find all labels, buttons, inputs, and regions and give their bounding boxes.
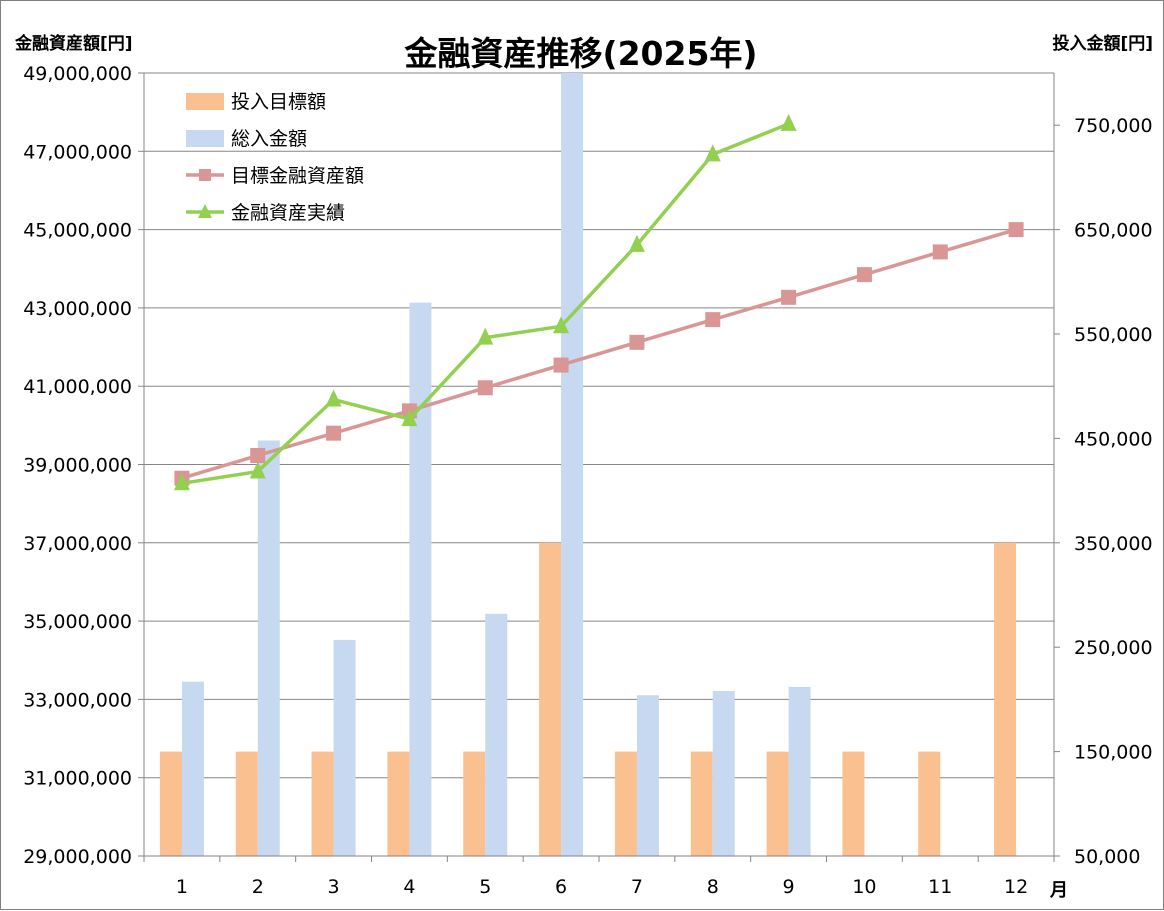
x-axis-tick-label: 9: [783, 876, 795, 898]
legend-marker-square: [199, 169, 211, 181]
point-target-assets: [477, 380, 493, 396]
x-axis-tick-label: 7: [631, 876, 643, 898]
bar-target-input: [994, 542, 1017, 856]
point-actual-assets: [325, 389, 342, 407]
x-axis-tick-label: 12: [1004, 876, 1028, 898]
bar-total-deposit: [257, 440, 280, 856]
bar-target-input: [235, 751, 258, 856]
point-target-assets: [250, 447, 266, 463]
bar-target-input: [766, 751, 789, 856]
x-axis-tick-label: 8: [707, 876, 719, 898]
x-axis-tick-label: 1: [176, 876, 188, 898]
point-actual-assets: [553, 316, 570, 334]
legend-marker-triangle: [198, 204, 212, 218]
left-axis-tick-label: 35,000,000: [23, 611, 132, 633]
legend-swatch: [186, 93, 224, 110]
right-axis-tick-label: 650,000: [1074, 220, 1153, 242]
right-axis-label: 投入金額[円]: [1052, 33, 1153, 54]
bar-layer: [159, 73, 1017, 856]
bar-target-input: [614, 751, 637, 856]
x-axis-tick-label: 6: [555, 876, 567, 898]
bar-total-deposit: [712, 691, 735, 856]
x-axis-tick-label: 2: [252, 876, 264, 898]
series-line-target-assets: [181, 227, 1017, 480]
left-axis-tick-label: 31,000,000: [23, 768, 132, 790]
legend-label: 目標金融資産額: [231, 165, 364, 187]
point-actual-assets: [249, 461, 266, 479]
legend-label: 総入金額: [231, 128, 307, 150]
right-axis-tick-label: 750,000: [1074, 115, 1153, 137]
bar-target-input: [387, 751, 410, 856]
bar-total-deposit: [788, 686, 811, 856]
legend-label: 投入目標額: [231, 91, 326, 113]
point-actual-assets: [780, 113, 797, 131]
point-target-assets: [553, 357, 569, 373]
bar-total-deposit: [333, 639, 356, 856]
right-axis-tick-label: 450,000: [1074, 428, 1153, 450]
bar-target-input: [690, 751, 713, 856]
left-axis-tick-label: 41,000,000: [23, 376, 132, 398]
left-axis-tick-label: 49,000,000: [23, 63, 132, 85]
left-axis-tick-label: 45,000,000: [23, 220, 132, 242]
left-axis-tick-label: 37,000,000: [23, 533, 132, 555]
point-target-assets: [932, 244, 948, 260]
left-axis-tick-label: 39,000,000: [23, 455, 132, 477]
right-axis-tick-label: 250,000: [1074, 637, 1153, 659]
point-target-assets: [326, 425, 342, 441]
point-actual-assets: [477, 327, 494, 345]
x-axis-tick-label: 4: [403, 876, 415, 898]
left-axis-tick-label: 33,000,000: [23, 689, 132, 711]
right-axis-tick-label: 550,000: [1074, 324, 1153, 346]
axis-layer: 29,000,000 31,000,000 33,000,000 35,000,000…: [23, 63, 1152, 898]
point-target-assets: [705, 312, 721, 328]
x-axis-tick-label: 10: [852, 876, 876, 898]
bar-target-input: [159, 751, 182, 856]
point-actual-assets: [704, 144, 721, 162]
right-axis-tick-label: 350,000: [1074, 533, 1153, 555]
left-axis-tick-label: 47,000,000: [23, 141, 132, 163]
point-target-assets: [629, 334, 645, 350]
bar-target-input: [842, 751, 865, 856]
point-target-assets: [856, 267, 872, 283]
chart-title: 金融資産推移(2025年): [403, 34, 757, 73]
left-axis-label: 金融資産額[円]: [14, 33, 133, 54]
right-axis-tick-label: 50,000: [1074, 846, 1140, 868]
bar-total-deposit: [636, 695, 659, 856]
bar-target-input: [539, 542, 562, 856]
bar-target-input: [311, 751, 334, 856]
point-target-assets: [1008, 222, 1024, 238]
bar-total-deposit: [485, 613, 508, 856]
legend-swatch: [186, 130, 224, 147]
bar-total-deposit: [561, 73, 584, 856]
line-layer: [173, 113, 1024, 491]
bar-target-input: [918, 751, 941, 856]
x-axis-tick-label: 11: [928, 876, 952, 898]
bar-target-input: [463, 751, 486, 856]
left-axis-tick-label: 29,000,000: [23, 846, 132, 868]
bar-total-deposit: [181, 681, 204, 856]
legend-label: 金融資産実績: [231, 202, 345, 224]
point-actual-assets: [401, 409, 418, 427]
point-actual-assets: [173, 473, 190, 491]
bar-total-deposit: [409, 302, 432, 856]
right-axis-tick-label: 150,000: [1074, 742, 1153, 764]
point-target-assets: [781, 289, 797, 305]
grid-layer: [144, 72, 1054, 857]
x-axis-tick-label: 3: [328, 876, 340, 898]
point-actual-assets: [628, 234, 645, 252]
left-axis-tick-label: 43,000,000: [23, 298, 132, 320]
x-axis-tick-label: 5: [479, 876, 491, 898]
x-unit-label: 月: [1049, 880, 1068, 901]
